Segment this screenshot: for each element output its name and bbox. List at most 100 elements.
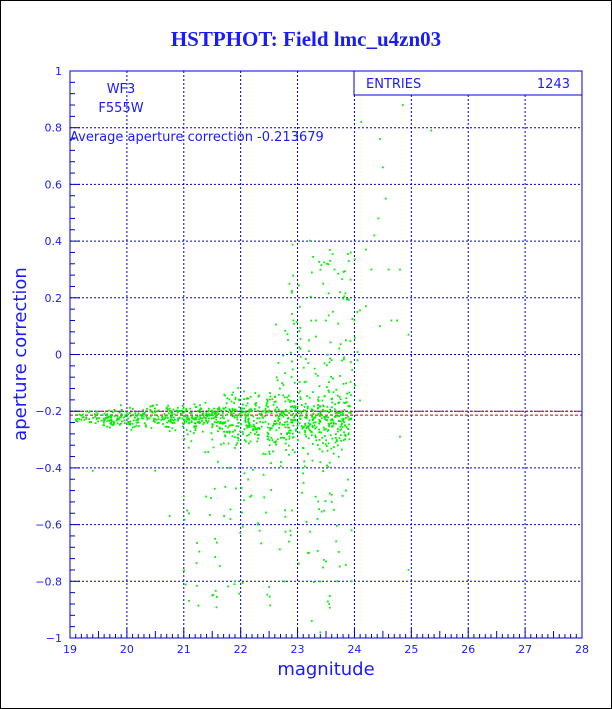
data-point bbox=[292, 412, 295, 415]
data-point bbox=[281, 423, 284, 426]
data-point bbox=[336, 410, 338, 413]
data-point bbox=[307, 427, 310, 430]
data-point bbox=[271, 439, 274, 441]
data-point bbox=[329, 259, 332, 262]
data-point bbox=[343, 431, 346, 434]
data-point bbox=[314, 434, 317, 437]
data-point bbox=[332, 377, 334, 380]
data-point bbox=[288, 432, 291, 435]
data-point bbox=[207, 407, 210, 410]
data-point bbox=[80, 418, 83, 421]
data-point bbox=[232, 391, 235, 394]
data-point bbox=[224, 485, 227, 488]
data-point bbox=[276, 438, 279, 441]
data-point bbox=[328, 424, 331, 426]
data-point bbox=[307, 362, 310, 364]
data-point bbox=[186, 415, 189, 417]
data-point bbox=[288, 429, 291, 432]
data-point bbox=[272, 424, 275, 427]
data-point bbox=[327, 263, 330, 266]
data-point bbox=[269, 427, 271, 429]
data-point bbox=[291, 421, 294, 424]
data-point bbox=[211, 410, 214, 413]
data-point bbox=[187, 417, 190, 420]
data-point bbox=[265, 402, 268, 405]
data-point bbox=[325, 319, 327, 322]
data-point bbox=[202, 412, 205, 415]
data-point bbox=[396, 319, 399, 322]
data-point bbox=[314, 372, 317, 375]
data-point bbox=[239, 532, 242, 534]
data-point bbox=[401, 104, 404, 106]
data-point bbox=[290, 509, 293, 512]
data-point bbox=[340, 423, 343, 426]
data-point bbox=[297, 412, 300, 415]
data-point bbox=[271, 398, 274, 401]
data-point bbox=[222, 412, 224, 414]
data-point bbox=[204, 451, 207, 454]
data-point bbox=[137, 412, 140, 415]
x-tick-label: 23 bbox=[291, 643, 305, 656]
data-point bbox=[284, 426, 287, 429]
data-point bbox=[292, 400, 295, 403]
data-point bbox=[307, 437, 310, 440]
data-point bbox=[183, 418, 186, 421]
data-point bbox=[304, 431, 307, 434]
data-point bbox=[328, 361, 331, 364]
data-point bbox=[310, 620, 313, 622]
data-point bbox=[291, 368, 294, 371]
data-point bbox=[112, 420, 115, 423]
data-point bbox=[246, 402, 249, 405]
data-point bbox=[181, 412, 184, 414]
data-point bbox=[316, 549, 319, 552]
data-point bbox=[328, 461, 331, 464]
data-point bbox=[284, 509, 286, 512]
data-point bbox=[351, 318, 354, 320]
data-point bbox=[145, 425, 147, 428]
data-point bbox=[85, 410, 88, 413]
data-point bbox=[247, 419, 250, 422]
data-point bbox=[161, 416, 164, 419]
data-point bbox=[264, 415, 266, 417]
data-point bbox=[243, 413, 246, 416]
data-point bbox=[338, 396, 341, 398]
data-point bbox=[160, 419, 163, 421]
data-point bbox=[215, 416, 218, 419]
data-point bbox=[198, 408, 201, 411]
data-point bbox=[154, 418, 156, 421]
data-point bbox=[95, 410, 98, 413]
data-point bbox=[318, 508, 321, 511]
data-point bbox=[275, 443, 277, 446]
data-point bbox=[299, 398, 302, 401]
data-point bbox=[312, 412, 315, 415]
data-point bbox=[301, 491, 304, 494]
data-point bbox=[319, 461, 322, 464]
data-point bbox=[195, 418, 198, 421]
data-point bbox=[294, 408, 297, 411]
x-tick-label: 28 bbox=[575, 643, 589, 656]
y-tick-label: 0.8 bbox=[45, 122, 63, 135]
data-point bbox=[198, 550, 201, 553]
data-point bbox=[186, 509, 189, 512]
data-point bbox=[336, 412, 339, 414]
data-point bbox=[249, 440, 252, 443]
data-point bbox=[295, 430, 297, 432]
data-point bbox=[251, 409, 254, 412]
data-point bbox=[85, 416, 87, 419]
data-point bbox=[189, 407, 192, 410]
data-point bbox=[323, 509, 326, 512]
data-point bbox=[294, 405, 296, 408]
data-point bbox=[342, 382, 345, 385]
data-point bbox=[227, 442, 230, 445]
data-point bbox=[336, 444, 339, 447]
data-point bbox=[247, 442, 250, 445]
data-point bbox=[239, 415, 242, 418]
data-point bbox=[169, 420, 172, 423]
data-point bbox=[343, 421, 346, 424]
data-point bbox=[243, 410, 246, 413]
data-point bbox=[327, 422, 330, 425]
data-point bbox=[135, 419, 138, 421]
data-point bbox=[384, 197, 387, 200]
data-point bbox=[197, 604, 200, 607]
data-point bbox=[185, 409, 188, 412]
